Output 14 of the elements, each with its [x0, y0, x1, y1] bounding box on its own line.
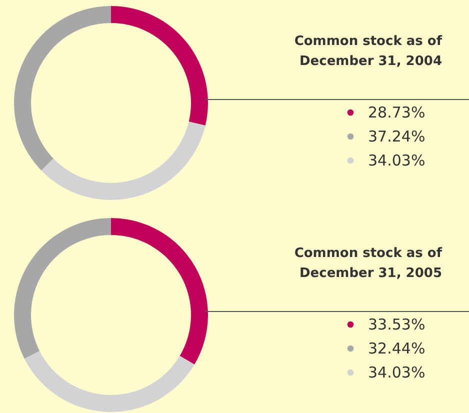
donut-slice	[111, 218, 208, 365]
legend-label: 32.44%	[368, 340, 426, 358]
donut-slice	[14, 218, 111, 359]
donut-slice	[41, 122, 206, 200]
legend-label: 34.03%	[368, 152, 426, 170]
legend-label: 28.73%	[368, 104, 426, 122]
donut-slice	[111, 6, 208, 126]
text: Common stock as of December 31, 2004	[293, 33, 442, 71]
legend-label: 33.53%	[368, 316, 426, 334]
donut-slice	[14, 6, 111, 170]
text: Common stock as of December 31, 2005	[293, 245, 442, 283]
legend-label: 34.03%	[368, 364, 426, 382]
legend-label: 37.24%	[368, 128, 426, 146]
donut-slice	[24, 351, 194, 412]
